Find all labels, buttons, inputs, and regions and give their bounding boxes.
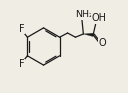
Text: NH₂: NH₂: [75, 10, 93, 19]
Text: F: F: [19, 59, 24, 69]
Text: OH: OH: [91, 13, 106, 23]
Text: F: F: [19, 24, 24, 34]
Polygon shape: [83, 33, 93, 37]
Text: O: O: [99, 38, 106, 48]
